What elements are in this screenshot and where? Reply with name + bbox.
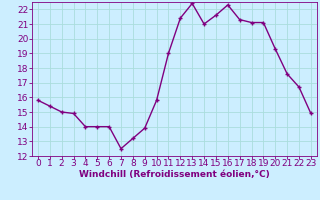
X-axis label: Windchill (Refroidissement éolien,°C): Windchill (Refroidissement éolien,°C): [79, 170, 270, 179]
